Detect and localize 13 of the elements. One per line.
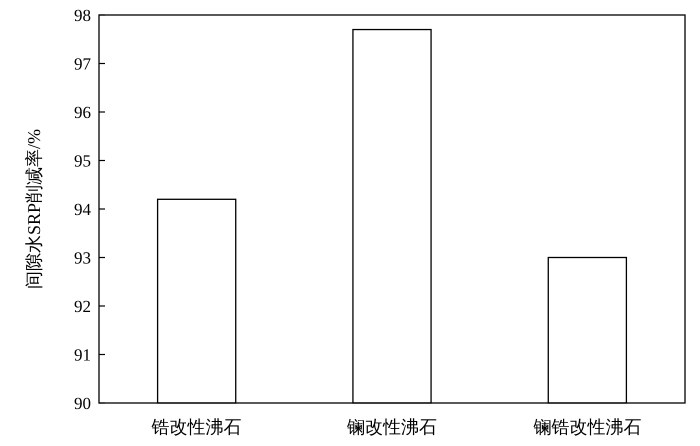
- y-tick-label: 92: [74, 297, 91, 316]
- x-tick-label: 镧改性沸石: [346, 417, 437, 437]
- y-tick-label: 90: [74, 394, 91, 413]
- y-tick-label: 97: [74, 54, 92, 74]
- y-tick-label: 94: [74, 200, 92, 219]
- y-tick-label: 93: [74, 248, 91, 268]
- x-tick-label: 镧锆改性沸石: [532, 417, 642, 437]
- y-tick-label: 98: [74, 6, 91, 25]
- y-axis-title: 间隙水SRP削减率/%: [24, 128, 44, 290]
- x-tick-label: 锆改性沸石: [150, 417, 242, 437]
- y-tick-label: 95: [74, 152, 91, 170]
- y-tick-label: 91: [74, 346, 91, 364]
- y-tick-label: 96: [74, 103, 91, 122]
